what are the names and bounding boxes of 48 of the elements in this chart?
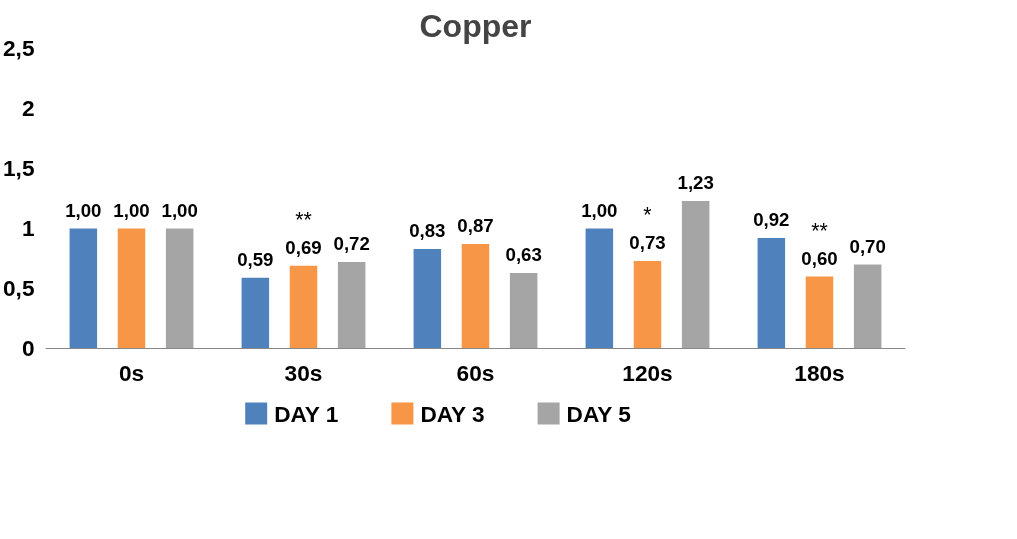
data-label: 1,00 (581, 199, 618, 221)
annotation: ** (295, 207, 312, 232)
data-label: 0,69 (285, 236, 322, 258)
data-label: 1,00 (161, 199, 198, 221)
bar (413, 248, 442, 349)
bar (757, 238, 786, 349)
bar (461, 244, 490, 349)
legend-label: DAY 3 (420, 400, 485, 427)
annotation: * (643, 202, 652, 227)
x-tick-label: 30s (284, 359, 323, 386)
bar (165, 228, 194, 349)
bar (805, 276, 834, 349)
bar (585, 228, 614, 349)
bar (681, 200, 710, 349)
data-label: 0,92 (753, 209, 790, 231)
bar (117, 228, 146, 349)
bar (337, 262, 366, 349)
annotation: ** (811, 218, 828, 243)
y-tick-label: 2 (21, 95, 35, 121)
legend-label: DAY 1 (274, 400, 339, 427)
data-label: 0,83 (409, 219, 446, 241)
x-tick-label: 60s (456, 359, 495, 386)
y-tick-label: 0,5 (3, 275, 35, 301)
y-tick-label: 1 (21, 215, 35, 241)
y-tick-label: 1,5 (3, 155, 35, 181)
data-label: 0,72 (333, 233, 370, 255)
x-tick-label: 0s (118, 359, 145, 386)
data-label: 1,00 (65, 199, 102, 221)
data-label: 0,59 (237, 248, 274, 270)
bar (241, 277, 270, 349)
data-label: 0,87 (457, 215, 494, 237)
bar (509, 272, 538, 349)
chart-title: Copper (419, 7, 532, 44)
data-label: 1,23 (677, 171, 714, 193)
data-label: 0,73 (629, 231, 666, 253)
bar (289, 265, 318, 349)
bar (69, 228, 98, 349)
bar (853, 264, 882, 349)
y-tick-label: 0 (21, 335, 35, 361)
legend-label: DAY 5 (566, 400, 631, 427)
x-tick-label: 180s (794, 359, 845, 386)
data-label: 1,00 (113, 199, 150, 221)
data-label: 0,70 (849, 235, 886, 257)
x-tick-label: 120s (622, 359, 673, 386)
y-tick-label: 2,5 (3, 35, 35, 61)
data-label: 0,60 (801, 247, 838, 269)
bar (633, 260, 662, 349)
data-label: 0,63 (505, 243, 542, 265)
